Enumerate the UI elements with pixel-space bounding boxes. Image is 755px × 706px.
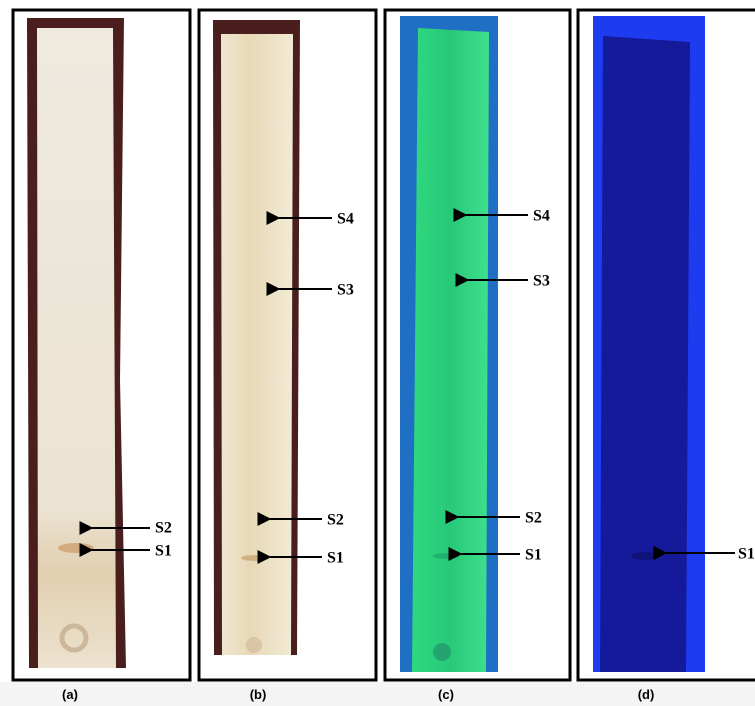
spot (631, 552, 659, 560)
spot-label: S3 (533, 273, 550, 290)
panel-caption: (a) (62, 687, 78, 702)
panel-caption: (d) (638, 687, 655, 702)
tlc-plate (37, 28, 116, 668)
spot-label: S4 (337, 211, 354, 228)
panel-caption: (b) (250, 687, 267, 702)
spot-label: S2 (327, 512, 344, 529)
spot-label: S3 (337, 282, 354, 299)
tlc-plate (221, 34, 293, 655)
spot (58, 543, 94, 553)
caption-band (0, 682, 755, 706)
spot (433, 553, 459, 559)
spot-label: S2 (155, 520, 172, 537)
origin (59, 623, 89, 653)
tlc-plate (412, 28, 489, 672)
spot-label: S1 (155, 543, 172, 560)
tlc-plate (600, 36, 690, 672)
spot-label: S2 (525, 510, 542, 527)
spot (241, 555, 269, 561)
origin (433, 643, 451, 661)
spot-label: S1 (525, 547, 542, 564)
spot-label: S1 (327, 550, 344, 567)
spot-label: S4 (533, 208, 550, 225)
origin (246, 637, 262, 653)
spot-label: S1 (738, 546, 755, 563)
panel-caption: (c) (438, 687, 454, 702)
